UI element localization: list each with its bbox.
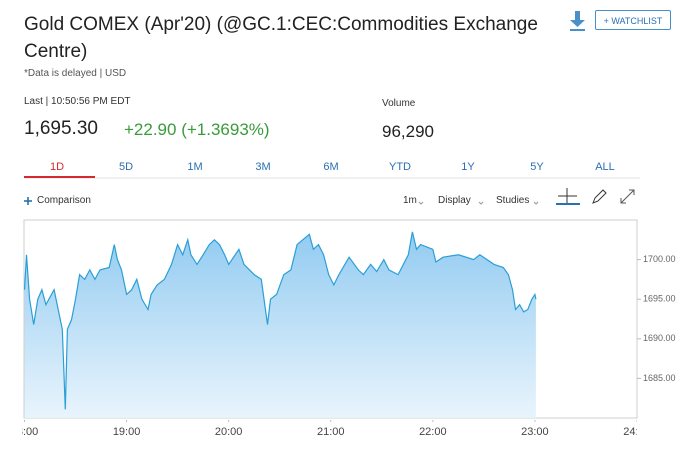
volume: 96,290 bbox=[382, 122, 434, 141]
y-tick-label: 1700.00 bbox=[643, 254, 676, 264]
tab[interactable]: 3M bbox=[255, 161, 271, 173]
interval[interactable]: 1m bbox=[403, 195, 417, 206]
tab[interactable]: ALL bbox=[595, 161, 615, 173]
tab[interactable]: 1M bbox=[187, 161, 203, 173]
x-tick-label: 23:00 bbox=[521, 426, 549, 438]
last-label: Last | 10:50:56 PM EDT bbox=[24, 96, 131, 107]
tab[interactable]: 5D bbox=[118, 161, 134, 173]
title: Gold COMEX (Apr'20) (@GC.1:CEC:Commoditi… bbox=[24, 14, 538, 62]
plot-frame bbox=[23, 219, 638, 419]
download-icon[interactable] bbox=[570, 11, 585, 31]
y-tick-label: 1690.00 bbox=[643, 333, 676, 343]
price: 1,695.30 bbox=[24, 118, 98, 139]
watchlist-button[interactable]: + WATCHLIST bbox=[595, 10, 671, 30]
x-tick-label: 24:00 bbox=[623, 426, 651, 438]
y-tick-label: 1685.00 bbox=[643, 373, 676, 383]
change: +22.90 (+1.3693%) bbox=[124, 120, 270, 139]
area-fill bbox=[24, 231, 536, 418]
x-axis: 18:00 19:00 20:00 21:00 22:00 23:00 24:00 bbox=[11, 420, 651, 438]
price-line bbox=[23, 231, 537, 410]
note: *Data is delayed | USD bbox=[24, 68, 127, 79]
tab[interactable]: YTD bbox=[389, 161, 411, 173]
display[interactable]: Display bbox=[438, 195, 471, 206]
tab[interactable]: 6M bbox=[323, 161, 339, 173]
tab[interactable]: 1Y bbox=[461, 161, 475, 173]
crosshair-icon[interactable] bbox=[556, 188, 580, 205]
comparison-plus[interactable] bbox=[24, 197, 32, 205]
expand-icon[interactable] bbox=[620, 189, 635, 204]
draw-icon[interactable] bbox=[592, 189, 607, 204]
x-tick-label: 22:00 bbox=[419, 426, 447, 438]
x-tick-label: 18:00 bbox=[11, 426, 39, 438]
comparison[interactable]: Comparison bbox=[37, 195, 91, 206]
x-tick-label: 19:00 bbox=[113, 426, 141, 438]
volume-label: Volume bbox=[382, 98, 416, 109]
x-tick-label: 20:00 bbox=[215, 426, 243, 438]
y-tick-label: 1695.00 bbox=[643, 294, 676, 304]
tab[interactable]: 1D bbox=[49, 161, 65, 173]
x-tick-label: 21:00 bbox=[317, 426, 345, 438]
tab[interactable]: 5Y bbox=[530, 161, 544, 173]
studies[interactable]: Studies bbox=[496, 195, 530, 206]
